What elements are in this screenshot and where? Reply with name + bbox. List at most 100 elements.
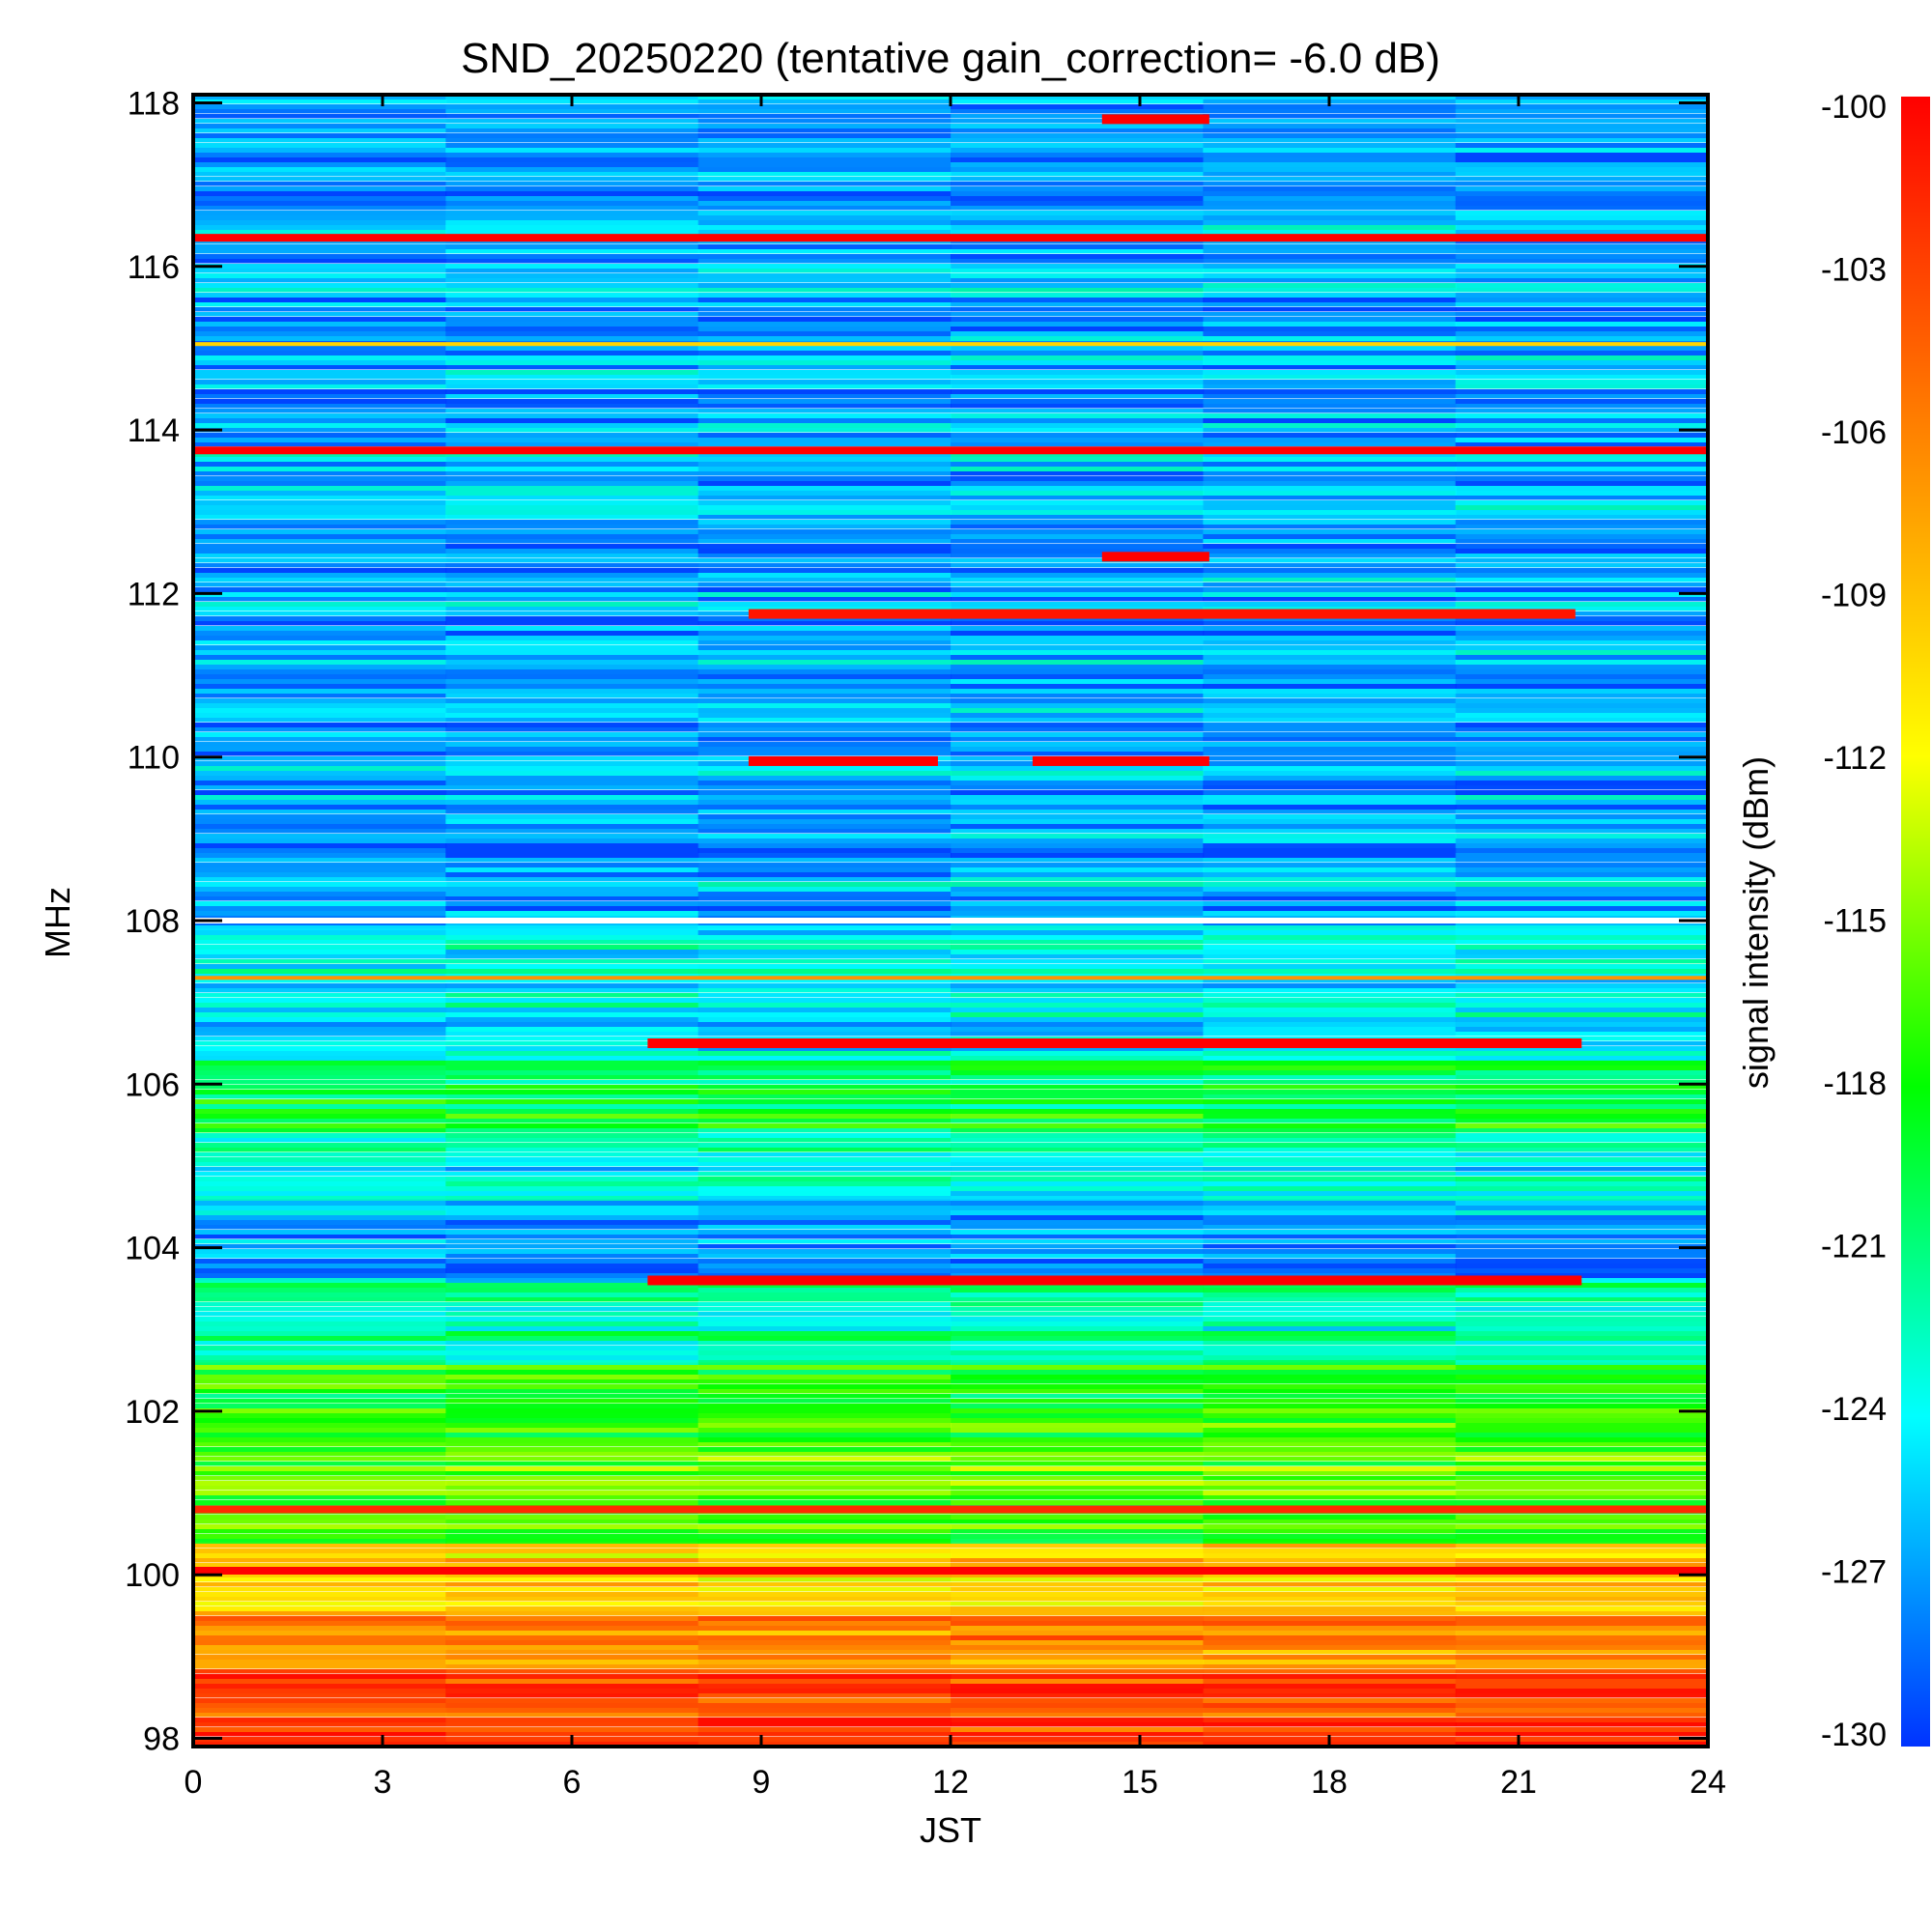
texture-cell — [193, 940, 447, 945]
texture-cell — [697, 1616, 952, 1621]
texture-cell — [193, 1264, 447, 1268]
texture-cell — [951, 824, 1205, 829]
texture-cell — [951, 269, 1205, 273]
texture-cell — [951, 1138, 1205, 1143]
texture-cell — [445, 1486, 699, 1491]
texture-cell — [193, 607, 447, 611]
texture-cell — [697, 307, 952, 312]
texture-cell — [193, 360, 447, 365]
texture-cell — [1455, 597, 1708, 602]
texture-cell — [1455, 360, 1708, 365]
texture-cell — [697, 520, 952, 525]
texture-cell — [697, 500, 952, 505]
texture-cell — [697, 505, 952, 510]
texture-cell — [1203, 1544, 1457, 1548]
texture-cell — [445, 153, 699, 157]
texture-cell — [697, 872, 952, 877]
texture-cell — [1455, 346, 1708, 351]
x-tick-label: 3 — [374, 1764, 392, 1801]
texture-cell — [951, 573, 1205, 578]
texture-cell — [193, 800, 447, 805]
texture-cell — [1203, 824, 1457, 829]
texture-cell — [1455, 1114, 1708, 1119]
texture-cell — [1203, 1133, 1457, 1138]
texture-cell — [445, 336, 699, 341]
texture-cell — [951, 119, 1205, 124]
texture-cell — [445, 225, 699, 230]
texture-gap — [193, 1311, 1708, 1313]
texture-cell — [1455, 1713, 1708, 1718]
texture-gap — [193, 1461, 1708, 1463]
texture-cell — [697, 481, 952, 486]
texture-cell — [1455, 1698, 1708, 1703]
texture-cell — [697, 660, 952, 665]
texture-cell — [951, 935, 1205, 940]
texture-cell — [697, 935, 952, 940]
texture-gap — [193, 432, 1708, 434]
texture-cell — [951, 1239, 1205, 1244]
texture-cell — [445, 1520, 699, 1524]
texture-cell — [1203, 1389, 1457, 1394]
texture-cell — [1455, 1128, 1708, 1133]
texture-cell — [951, 1133, 1205, 1138]
texture-gap — [193, 412, 1708, 414]
texture-gap — [193, 1151, 1708, 1153]
texture-cell — [1203, 109, 1457, 114]
texture-cell — [1203, 776, 1457, 781]
texture-cell — [697, 983, 952, 988]
texture-cell — [1455, 215, 1708, 220]
texture-cell — [951, 1191, 1205, 1196]
texture-cell — [1455, 824, 1708, 829]
texture-cell — [193, 998, 447, 1003]
texture-cell — [697, 1640, 952, 1645]
texture-cell — [1203, 418, 1457, 423]
texture-gap — [193, 499, 1708, 501]
texture-cell — [951, 747, 1205, 752]
texture-cell — [193, 254, 447, 259]
texture-cell — [697, 892, 952, 896]
texture-cell — [951, 979, 1205, 983]
texture-cell — [445, 1065, 699, 1070]
texture-cell — [951, 723, 1205, 727]
texture-cell — [445, 467, 699, 471]
texture-cell — [1203, 1529, 1457, 1534]
texture-cell — [1455, 1123, 1708, 1128]
texture-cell — [951, 124, 1205, 128]
texture-cell — [1455, 307, 1708, 312]
texture-cell — [193, 104, 447, 109]
texture-gap — [193, 142, 1708, 144]
texture-cell — [193, 1370, 447, 1375]
texture-cell — [951, 1587, 1205, 1592]
texture-cell — [193, 370, 447, 375]
texture-cell — [1455, 1379, 1708, 1384]
texture-cell — [193, 302, 447, 307]
texture-cell — [1203, 723, 1457, 727]
texture-cell — [193, 215, 447, 220]
texture-cell — [193, 1350, 447, 1355]
texture-gap — [193, 1480, 1708, 1482]
texture-gap — [193, 398, 1708, 400]
texture-cell — [193, 380, 447, 384]
texture-cell — [1203, 582, 1457, 587]
texture-cell — [445, 1191, 699, 1196]
texture-cell — [697, 901, 952, 906]
texture-cell — [193, 727, 447, 732]
texture-cell — [1203, 694, 1457, 698]
texture-cell — [1203, 1283, 1457, 1288]
texture-cell — [951, 500, 1205, 505]
texture-cell — [1455, 1206, 1708, 1210]
texture-cell — [697, 1172, 952, 1177]
texture-cell — [951, 1259, 1205, 1264]
texture-cell — [1455, 679, 1708, 684]
texture-cell — [951, 1215, 1205, 1220]
texture-cell — [1455, 1109, 1708, 1114]
texture-cell — [1455, 1172, 1708, 1177]
texture-cell — [697, 1737, 952, 1742]
texture-cell — [193, 636, 447, 640]
texture-cell — [1455, 732, 1708, 737]
texture-cell — [445, 1312, 699, 1317]
texture-cell — [445, 1611, 699, 1616]
texture-cell — [193, 312, 447, 317]
texture-gap — [193, 755, 1708, 757]
texture-cell — [697, 1012, 952, 1017]
